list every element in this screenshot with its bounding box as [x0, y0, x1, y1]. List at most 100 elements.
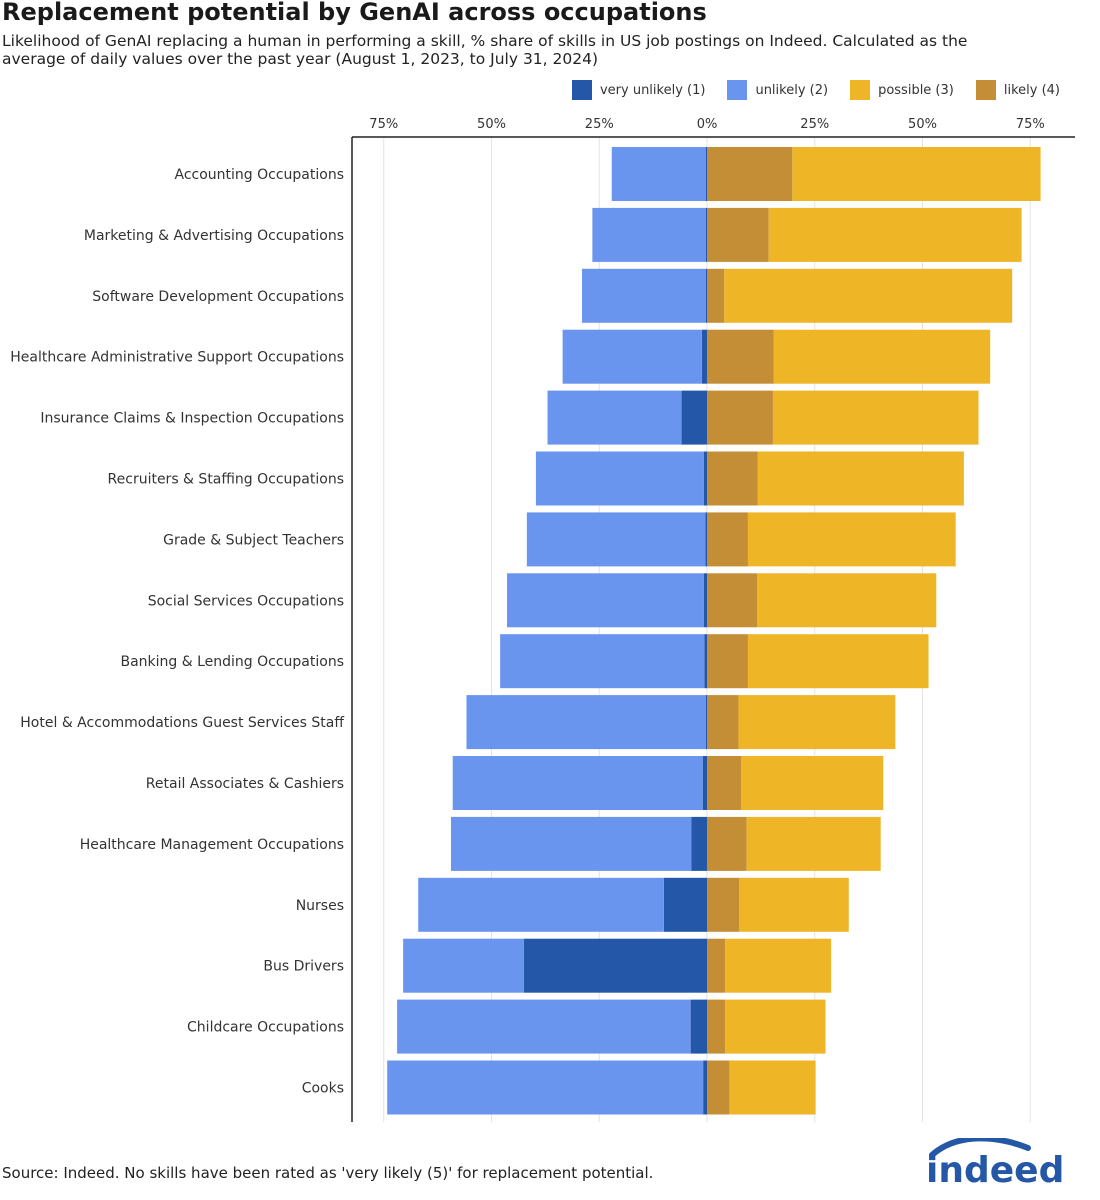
- bar-very-unlikely: [691, 816, 707, 871]
- logo-wordmark: indeed: [926, 1150, 1064, 1188]
- bar-likely: [707, 147, 793, 201]
- bar-very-unlikely: [703, 1060, 707, 1115]
- bar-possible: [747, 634, 929, 689]
- bar-possible: [756, 573, 937, 628]
- category-label: Bus Drivers: [263, 959, 344, 975]
- chart-title: Replacement potential by GenAI across oc…: [2, 0, 707, 26]
- legend-label-unlikely: unlikely (2): [755, 82, 829, 98]
- bar-likely: [707, 1060, 730, 1115]
- bar-very-unlikely: [705, 268, 707, 323]
- category-label: Retail Associates & Cashiers: [146, 776, 344, 792]
- legend-item-very-unlikely: very unlikely (1): [571, 80, 706, 100]
- bar-unlikely: [547, 390, 682, 445]
- bar-likely: [707, 329, 774, 384]
- category-label: Marketing & Advertising Occupations: [84, 228, 344, 244]
- legend-item-likely: likely (4): [975, 80, 1060, 100]
- bar-unlikely: [535, 451, 704, 506]
- bar-unlikely: [387, 1060, 704, 1115]
- bar-unlikely: [452, 756, 703, 810]
- bar-possible: [747, 512, 956, 567]
- x-tick-label: 50%: [908, 117, 937, 132]
- bar-likely: [707, 695, 739, 750]
- bar-unlikely: [582, 268, 706, 323]
- bar-possible: [738, 695, 896, 750]
- bar-unlikely: [466, 695, 706, 750]
- x-tick-label: 75%: [369, 117, 398, 132]
- bar-very-unlikely: [705, 512, 707, 567]
- bar-very-unlikely: [663, 877, 707, 932]
- bar-possible: [724, 268, 1013, 323]
- legend-swatch-likely: [975, 80, 996, 100]
- legend-swatch-possible: [850, 80, 871, 100]
- bar-unlikely: [450, 816, 692, 871]
- category-label: Banking & Lending Occupations: [120, 654, 344, 670]
- bar-unlikely: [526, 512, 706, 567]
- bar-unlikely: [562, 329, 702, 384]
- x-tick-label: 50%: [477, 117, 506, 132]
- bar-possible: [746, 816, 881, 871]
- legend-swatch-unlikely: [727, 80, 748, 100]
- bar-likely: [707, 512, 748, 567]
- bar-possible: [741, 756, 884, 810]
- chart-subtitle: Likelihood of GenAI replacing a human in…: [2, 32, 968, 68]
- bar-likely: [707, 207, 769, 262]
- legend-label-possible: possible (3): [878, 82, 954, 98]
- bar-unlikely: [397, 999, 691, 1054]
- bar-likely: [707, 390, 773, 445]
- bar-unlikely: [611, 147, 706, 201]
- bar-very-unlikely: [703, 451, 707, 506]
- legend-item-unlikely: unlikely (2): [727, 80, 828, 100]
- bar-possible: [739, 877, 849, 932]
- bar-likely: [707, 451, 758, 506]
- bar-possible: [729, 1060, 816, 1115]
- legend-label-very-unlikely: very unlikely (1): [599, 82, 706, 98]
- bar-likely: [707, 573, 757, 628]
- bar-possible: [757, 451, 964, 506]
- category-label: Nurses: [296, 898, 344, 914]
- bar-likely: [707, 756, 742, 810]
- x-tick-label: 75%: [1016, 117, 1045, 132]
- bar-very-unlikely: [705, 147, 707, 201]
- category-label: Childcare Occupations: [187, 1020, 344, 1036]
- bar-possible: [725, 999, 826, 1054]
- bar-very-unlikely: [702, 756, 707, 810]
- legend-label-likely: likely (4): [1003, 82, 1060, 98]
- x-tick-label: 25%: [800, 117, 829, 132]
- category-label: Software Development Occupations: [92, 289, 344, 305]
- legend: very unlikely (1) unlikely (2) possible …: [550, 80, 1060, 100]
- bar-possible: [772, 390, 979, 445]
- bar-unlikely: [592, 207, 706, 262]
- source-note: Source: Indeed. No skills have been rate…: [2, 1164, 654, 1182]
- bar-possible: [773, 329, 991, 384]
- bar-very-unlikely: [690, 999, 707, 1054]
- category-label: Healthcare Management Occupations: [80, 837, 344, 853]
- bar-very-unlikely: [704, 634, 707, 689]
- bar-very-unlikely: [705, 695, 707, 750]
- bar-very-unlikely: [681, 390, 707, 445]
- bar-possible: [792, 147, 1041, 201]
- bar-unlikely: [507, 573, 704, 628]
- legend-swatch-very-unlikely: [571, 80, 592, 100]
- bar-likely: [707, 816, 747, 871]
- bar-possible: [725, 938, 832, 993]
- bar-very-unlikely: [703, 573, 707, 628]
- indeed-logo: indeed: [926, 1138, 1064, 1188]
- bar-very-unlikely: [523, 938, 707, 993]
- bar-unlikely: [403, 938, 524, 993]
- bar-likely: [707, 877, 740, 932]
- bar-likely: [707, 268, 725, 323]
- bar-likely: [707, 634, 748, 689]
- category-label: Cooks: [302, 1081, 344, 1097]
- category-label: Recruiters & Staffing Occupations: [108, 472, 344, 488]
- bar-possible: [768, 207, 1022, 262]
- category-label: Healthcare Administrative Support Occupa…: [10, 350, 344, 366]
- legend-item-possible: possible (3): [850, 80, 954, 100]
- x-tick-label: 0%: [697, 117, 718, 132]
- category-label: Grade & Subject Teachers: [163, 532, 344, 548]
- bar-very-unlikely: [701, 329, 707, 384]
- bar-likely: [707, 999, 726, 1054]
- bar-unlikely: [418, 877, 664, 932]
- category-label: Social Services Occupations: [148, 593, 344, 609]
- bar-very-unlikely: [705, 207, 707, 262]
